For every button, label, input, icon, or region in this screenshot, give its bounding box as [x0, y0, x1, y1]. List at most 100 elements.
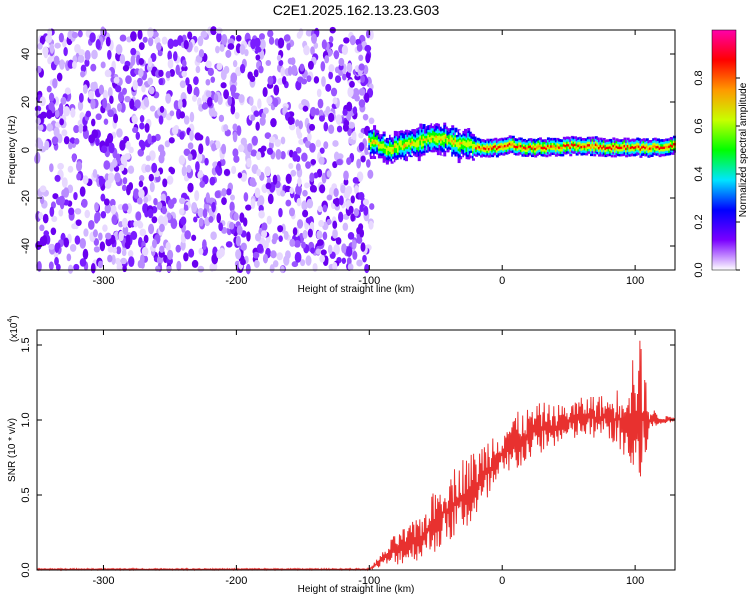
spectrogram-noise-cell [250, 180, 257, 187]
spectrogram-signal-cell [494, 144, 498, 148]
spectrogram-signal-cell [642, 138, 646, 141]
spectrogram-signal-cell [409, 135, 413, 138]
spectrogram-signal-cell [387, 141, 391, 144]
spectrogram-signal-cell [416, 128, 420, 131]
spectrogram-signal-cell [422, 128, 426, 132]
spectrogram-signal-cell [542, 146, 546, 150]
spectrogram-noise-cell [221, 187, 227, 197]
spectrogram-signal-cell [534, 150, 538, 153]
spectrogram-noise-cell [92, 229, 98, 238]
spectrogram-noise-cell [107, 109, 115, 118]
spectrogram-signal-cell [655, 138, 659, 142]
spectrogram-noise-cell [138, 188, 145, 199]
spectrogram-noise-cell [101, 145, 108, 154]
spectrogram-signal-cell [658, 142, 662, 146]
spectrogram-signal-cell [478, 143, 482, 147]
spectrogram-noise-cell [211, 253, 219, 265]
spectrogram-signal-cell [374, 141, 378, 145]
spectrogram-signal-cell [629, 153, 633, 157]
spectrogram-noise-cell [341, 45, 349, 56]
spectrogram-signal-cell [534, 154, 538, 158]
spectrogram-signal-cell [633, 148, 637, 152]
spectrogram-noise-cell [220, 82, 227, 89]
spectrogram-signal-cell [518, 146, 522, 150]
spectrogram-noise-cell [288, 162, 294, 169]
spectrogram-signal-cell [671, 152, 675, 155]
spectrogram-signal-cell [577, 137, 581, 140]
spectrogram-signal-cell [395, 148, 399, 151]
spectrogram-signal-cell [408, 142, 412, 145]
spectrogram-signal-cell [535, 151, 539, 154]
spectrogram-signal-cell [385, 147, 389, 151]
spectrogram-noise-cell [259, 33, 265, 41]
spectrogram-noise-cell [360, 155, 366, 163]
spectrogram-signal-cell [425, 147, 429, 151]
spectrogram-signal-cell [550, 145, 554, 148]
spectrogram-signal-cell [422, 155, 426, 158]
spectrogram-signal-cell [511, 145, 515, 148]
spectrogram-signal-cell [655, 145, 659, 149]
spectrogram-noise-cell [149, 181, 155, 193]
spectrogram-noise-cell [249, 96, 254, 107]
spectrogram-noise-cell [35, 117, 41, 125]
spectrogram-signal-cell [495, 145, 499, 148]
spectrogram-signal-cell [404, 134, 408, 138]
spectrogram-noise-cell [40, 111, 48, 119]
spectrogram-signal-cell [524, 142, 528, 145]
spectrogram-signal-cell [393, 154, 397, 158]
spectrogram-noise-cell [70, 107, 76, 118]
spectrogram-noise-cell [173, 51, 178, 62]
spectrogram-noise-cell [52, 78, 58, 89]
spectrogram-noise-cell [302, 105, 309, 112]
spectrogram-signal-cell [393, 145, 397, 148]
spectrogram-signal-cell [607, 153, 611, 157]
spectrogram-signal-cell [615, 138, 619, 141]
spectrogram-signal-cell [585, 138, 589, 142]
spectrogram-noise-cell [247, 143, 253, 153]
spectrogram-signal-cell [639, 145, 643, 149]
spectrogram-signal-cell [456, 134, 460, 138]
spectrogram-noise-cell [94, 212, 101, 223]
spectrogram-signal-cell [607, 141, 611, 145]
spectrogram-signal-cell [403, 145, 407, 149]
spectrogram-signal-cell [538, 151, 542, 155]
spectrogram-noise-cell [253, 110, 260, 117]
spectrogram-signal-cell [529, 152, 533, 156]
spectrogram-signal-cell [404, 146, 408, 150]
spectrogram-noise-cell [138, 57, 145, 66]
spectrogram-signal-cell [518, 151, 522, 155]
spectrogram-signal-cell [483, 147, 487, 150]
spectrogram-signal-cell [612, 147, 616, 150]
spectrogram-signal-cell [390, 137, 394, 140]
spectrogram-signal-cell [550, 137, 554, 141]
spectrogram-signal-cell [502, 145, 506, 149]
spectrogram-noise-cell [238, 94, 245, 104]
spectrogram-signal-cell [500, 144, 504, 148]
spectrogram-noise-cell [301, 78, 308, 85]
spectrogram-noise-cell [307, 60, 314, 70]
spectrogram-signal-cell [479, 150, 483, 153]
spectrogram-signal-cell [369, 153, 373, 157]
spectrogram-signal-cell [620, 141, 624, 145]
spectrogram-signal-cell [419, 135, 423, 139]
spectrogram-noise-cell [124, 95, 131, 103]
spectrogram-signal-cell [443, 146, 447, 150]
spectrogram-signal-cell [620, 144, 624, 147]
spectrogram-signal-cell [570, 143, 574, 146]
spectrogram-signal-cell [371, 131, 375, 135]
spectrogram-signal-cell [459, 139, 463, 143]
spectrogram-noise-cell [50, 227, 57, 236]
spectrogram-signal-cell [419, 130, 423, 134]
spectrogram-noise-cell [181, 165, 187, 177]
spectrogram-signal-cell [559, 148, 563, 152]
spectrogram-signal-cell [542, 142, 546, 145]
spectrogram-signal-cell [491, 140, 495, 143]
spectrogram-signal-cell [424, 143, 428, 146]
spectrogram-signal-cell [613, 140, 617, 144]
spectrogram-signal-cell [397, 149, 401, 153]
spectrogram-signal-cell [463, 145, 467, 149]
spectrogram-signal-cell [594, 140, 598, 144]
spectrogram-signal-cell [397, 140, 401, 143]
spectrogram-noise-cell [122, 225, 129, 236]
spectrogram-noise-cell [360, 242, 366, 252]
